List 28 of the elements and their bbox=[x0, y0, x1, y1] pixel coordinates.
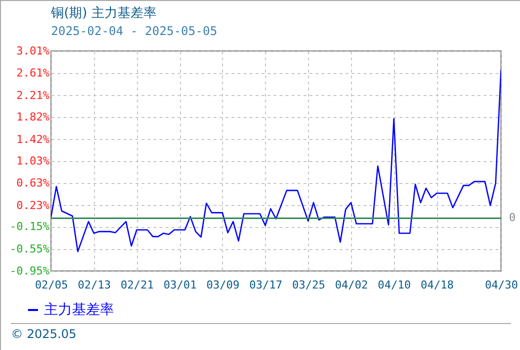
y-tick-label: 1.82% bbox=[16, 110, 50, 124]
y-tick-label: -0.95% bbox=[10, 264, 50, 278]
y-tick-label: 0.23% bbox=[16, 198, 50, 212]
y-tick-label: 2.21% bbox=[16, 88, 50, 102]
y-tick-label: 1.03% bbox=[16, 154, 50, 168]
x-tick-label: 03/09 bbox=[206, 278, 240, 292]
x-tick-label: 03/01 bbox=[164, 278, 197, 292]
legend-label: 主力基差率 bbox=[44, 302, 114, 318]
ref-line-label: 0 bbox=[509, 211, 516, 224]
text: © 2025.05 bbox=[11, 323, 511, 341]
x-tick-label: 03/17 bbox=[249, 278, 282, 292]
y-tick-label: -0.15% bbox=[10, 220, 50, 234]
x-tick-label: 04/10 bbox=[378, 278, 411, 292]
y-tick-label: 2.61% bbox=[16, 66, 50, 80]
x-tick-label: 04/30 bbox=[484, 278, 518, 292]
x-tick-label: 02/13 bbox=[78, 278, 111, 292]
x-tick-label: 03/25 bbox=[292, 278, 326, 292]
chart-title: 铜(期) 主力基差率 bbox=[50, 5, 156, 21]
x-tick-label: 02/05 bbox=[34, 278, 68, 292]
y-tick-label: 1.42% bbox=[16, 132, 50, 146]
line-series bbox=[51, 69, 501, 252]
x-tick-label: 04/18 bbox=[420, 278, 454, 292]
y-tick-label: -0.55% bbox=[10, 242, 50, 256]
x-tick-label: 02/21 bbox=[120, 278, 154, 292]
y-tick-label: 3.01% bbox=[16, 44, 50, 58]
chart-subtitle: 2025-02-04 - 2025-05-05 bbox=[51, 24, 218, 38]
y-tick-label: 0.63% bbox=[16, 176, 50, 190]
x-tick-label: 04/02 bbox=[334, 278, 368, 292]
